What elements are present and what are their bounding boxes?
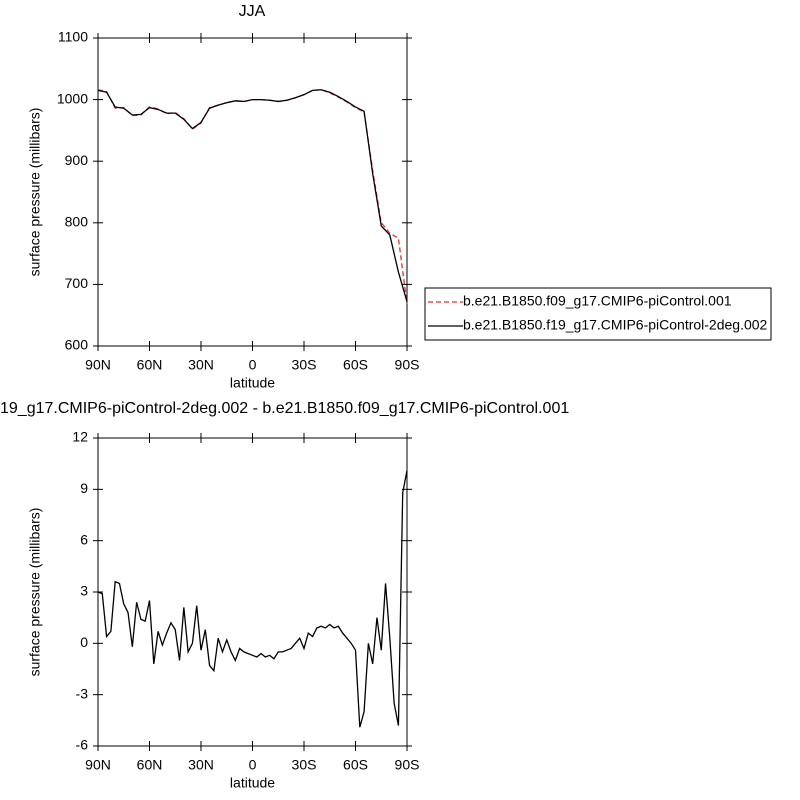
y-tick-label: 600 <box>65 337 89 353</box>
y-tick-label: 3 <box>80 583 88 599</box>
y-tick-label: 1000 <box>57 90 88 106</box>
y-tick-label: -6 <box>76 737 89 753</box>
y-tick-label: 1100 <box>58 29 88 45</box>
y-tick-label: 800 <box>65 214 89 230</box>
legend-label: b.e21.B1850.f19_g17.CMIP6-piControl-2deg… <box>463 317 768 333</box>
chart-title: 19_g17.CMIP6-piControl-2deg.002 - b.e21.… <box>0 400 569 417</box>
x-tick-label: 60S <box>343 357 368 373</box>
series-line <box>97 470 408 728</box>
y-tick-label: -3 <box>76 685 89 701</box>
y-axis-label: surface pressure (millibars) <box>27 108 43 277</box>
legend-label: b.e21.B1850.f09_g17.CMIP6-piControl.001 <box>463 293 732 309</box>
x-tick-label: 90S <box>395 357 420 373</box>
x-tick-label: 60S <box>343 757 368 773</box>
x-tick-label: 0 <box>249 757 257 773</box>
y-tick-label: 12 <box>72 429 88 445</box>
y-tick-label: 900 <box>65 152 89 168</box>
x-tick-label: 60N <box>137 757 163 773</box>
series-line <box>97 89 408 305</box>
x-tick-label: 60N <box>137 357 163 373</box>
x-tick-label: 30S <box>292 757 317 773</box>
x-tick-label: 90N <box>85 757 111 773</box>
legend-box <box>424 287 772 341</box>
x-tick-label: 30N <box>188 357 214 373</box>
y-axis-label: surface pressure (millibars) <box>27 508 43 677</box>
x-axis-label: latitude <box>230 775 275 791</box>
x-tick-label: 0 <box>249 357 257 373</box>
x-tick-label: 90N <box>85 357 111 373</box>
chart-title: JJA <box>239 3 266 20</box>
y-tick-label: 6 <box>80 531 88 547</box>
y-tick-label: 700 <box>65 275 89 291</box>
x-axis-label: latitude <box>230 375 275 391</box>
y-tick-label: 9 <box>80 480 88 496</box>
x-tick-label: 90S <box>395 757 420 773</box>
y-tick-label: 0 <box>80 634 88 650</box>
x-tick-label: 30N <box>188 757 214 773</box>
plot-frame <box>97 437 408 747</box>
plot-frame <box>97 37 408 347</box>
x-tick-label: 30S <box>292 357 317 373</box>
series-line <box>97 89 408 302</box>
